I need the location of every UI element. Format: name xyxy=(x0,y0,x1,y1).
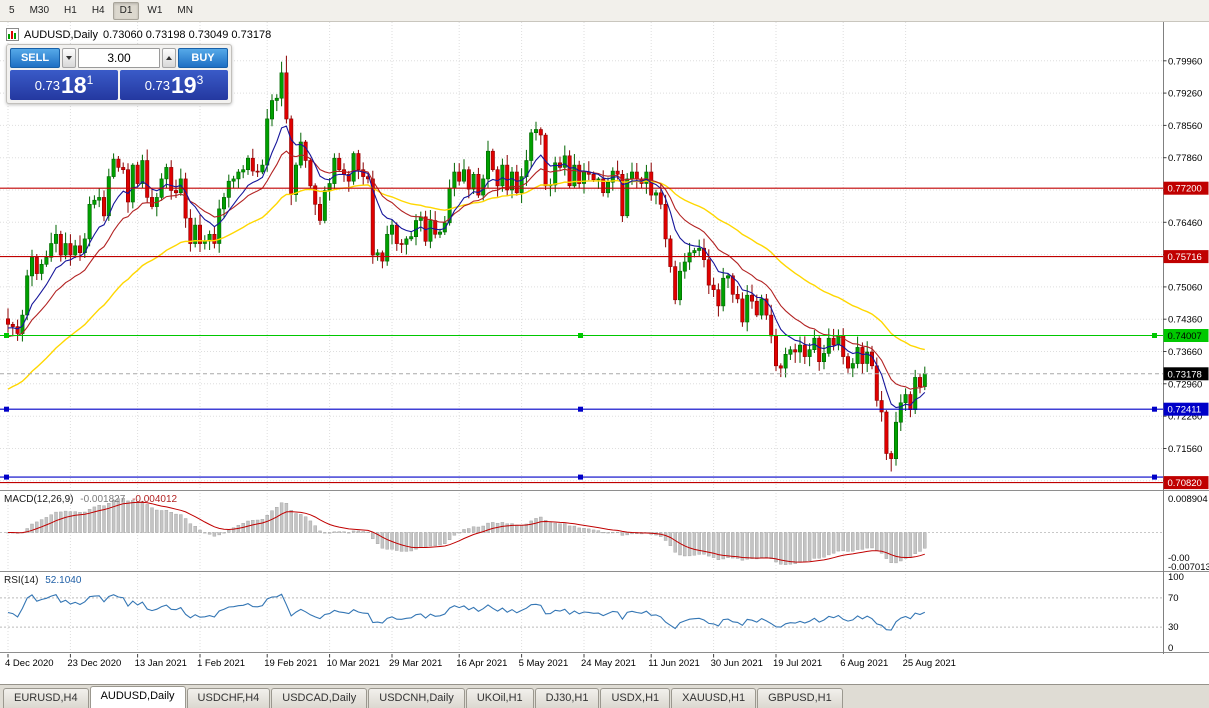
svg-text:0.79960: 0.79960 xyxy=(1168,56,1202,67)
svg-text:30 Jun 2021: 30 Jun 2021 xyxy=(711,658,763,669)
chart-tab-UKOil-H1[interactable]: UKOil,H1 xyxy=(465,688,534,708)
svg-text:24 May 2021: 24 May 2021 xyxy=(581,658,636,669)
sell-price-prefix: 0.73 xyxy=(34,77,61,93)
arrow-down-icon xyxy=(66,56,72,60)
moving-averages xyxy=(7,125,926,409)
chart-ohlc-values: 0.73060 0.73198 0.73049 0.73178 xyxy=(102,28,272,41)
current-price-box xyxy=(1163,367,1209,381)
svg-text:0.70820: 0.70820 xyxy=(1168,478,1202,489)
timeframe-button-H4[interactable]: H4 xyxy=(91,4,105,16)
price-chart-canvas[interactable]: 0.799600.792600.785600.778600.771600.764… xyxy=(0,22,1209,684)
svg-text:0.78560: 0.78560 xyxy=(1168,121,1202,132)
chart-tabs-bar: EURUSD,H4 AUDUSD,Daily USDCHF,H4 USDCAD,Dai… xyxy=(0,684,1209,708)
buy-price-display[interactable]: 0.73 19 3 xyxy=(120,70,228,100)
svg-text:0.72260: 0.72260 xyxy=(1168,412,1202,423)
svg-text:19 Jul 2021: 19 Jul 2021 xyxy=(773,658,822,669)
volume-increase-button[interactable] xyxy=(162,48,176,68)
timeframe-toolbar: 5 M30 H1 H4 D1 W1 MN xyxy=(0,0,1209,22)
chart-tab-USDCHF-H4[interactable]: USDCHF,H4 xyxy=(186,688,271,708)
timeframe-button-5[interactable]: 5 xyxy=(9,4,15,16)
chart-tab-USDX-H1[interactable]: USDX,H1 xyxy=(600,688,671,708)
volume-decrease-button[interactable] xyxy=(62,48,76,68)
timeframe-button-W1[interactable]: W1 xyxy=(147,4,163,16)
chart-tab-DJ30-H1[interactable]: DJ30,H1 xyxy=(534,688,600,708)
timeframe-button-H1[interactable]: H1 xyxy=(64,4,77,16)
sell-price-pips: 18 xyxy=(61,72,87,98)
chart-window: 0.799600.792600.785600.778600.771600.764… xyxy=(0,22,1209,684)
svg-text:5 May 2021: 5 May 2021 xyxy=(519,658,569,669)
svg-text:-0.00: -0.00 xyxy=(1168,553,1190,564)
timeframe-button-M30[interactable]: M30 xyxy=(29,4,50,16)
sell-price-point: 1 xyxy=(86,73,94,87)
svg-text:0.77860: 0.77860 xyxy=(1168,153,1202,164)
rsi-pane xyxy=(0,593,1163,631)
time-axis: 4 Dec 2020 23 Dec 2020 13 Jan 2021 1 Feb 20… xyxy=(5,654,956,669)
chart-tab-AUDUSD-Daily[interactable]: AUDUSD,Daily xyxy=(89,686,186,708)
macd-value: -0.001827 xyxy=(80,494,126,505)
svg-text:0.79260: 0.79260 xyxy=(1168,89,1202,100)
volume-input[interactable] xyxy=(78,48,160,68)
svg-text:29 Mar 2021: 29 Mar 2021 xyxy=(389,658,442,669)
svg-text:6 Aug 2021: 6 Aug 2021 xyxy=(840,658,888,669)
rsi-value: 52.1040 xyxy=(45,575,82,586)
svg-text:0.75060: 0.75060 xyxy=(1168,282,1202,293)
one-click-trading-panel: SELL BUY 0.73 18 1 0.73 19 3 xyxy=(6,44,232,104)
svg-text:0.72411: 0.72411 xyxy=(1168,405,1202,416)
svg-text:0.77200: 0.77200 xyxy=(1168,184,1202,195)
candlestick-chart-icon xyxy=(6,28,19,41)
buy-price-pips: 19 xyxy=(171,72,197,98)
svg-text:30: 30 xyxy=(1168,622,1179,633)
svg-text:0.74360: 0.74360 xyxy=(1168,315,1202,326)
macd-pane xyxy=(0,498,1163,565)
buy-price-point: 3 xyxy=(196,73,204,87)
chart-tab-USDCAD-Daily[interactable]: USDCAD,Daily xyxy=(271,688,368,708)
sell-button[interactable]: SELL xyxy=(10,48,60,68)
buy-price-prefix: 0.73 xyxy=(144,77,171,93)
svg-text:13 Jan 2021: 13 Jan 2021 xyxy=(135,658,187,669)
svg-text:0.008904: 0.008904 xyxy=(1168,494,1208,505)
horizontal-levels[interactable] xyxy=(0,187,1163,484)
rsi-indicator-label: RSI(14) 52.1040 xyxy=(4,575,81,586)
rsi-name: RSI(14) xyxy=(4,575,39,586)
macd-name: MACD(12,26,9) xyxy=(4,494,74,505)
svg-text:19 Feb 2021: 19 Feb 2021 xyxy=(264,658,317,669)
svg-text:-0.007013: -0.007013 xyxy=(1168,562,1209,573)
buy-button[interactable]: BUY xyxy=(178,48,228,68)
sell-price-display[interactable]: 0.73 18 1 xyxy=(10,70,118,100)
chart-symbol-title: AUDUSD,Daily xyxy=(24,28,98,41)
chart-tab-USDCNH-Daily[interactable]: USDCNH,Daily xyxy=(368,688,465,708)
svg-text:4 Dec 2020: 4 Dec 2020 xyxy=(5,658,54,669)
svg-text:0.75716: 0.75716 xyxy=(1168,252,1202,263)
macd-indicator-label: MACD(12,26,9) -0.001827 -0.004012 xyxy=(4,494,177,505)
svg-text:25 Aug 2021: 25 Aug 2021 xyxy=(903,658,956,669)
chart-tab-GBPUSD-H1[interactable]: GBPUSD,H1 xyxy=(757,688,843,708)
svg-text:0: 0 xyxy=(1168,643,1173,654)
timeframe-button-D1[interactable]: D1 xyxy=(112,1,140,20)
svg-text:0.72960: 0.72960 xyxy=(1168,379,1202,390)
svg-text:0.73660: 0.73660 xyxy=(1168,347,1202,358)
arrow-up-icon xyxy=(166,56,172,60)
chart-tab-XAUUSD-H1[interactable]: XAUUSD,H1 xyxy=(671,688,757,708)
svg-text:0.73178: 0.73178 xyxy=(1168,369,1202,380)
svg-text:100: 100 xyxy=(1168,572,1184,583)
timeframe-button-MN[interactable]: MN xyxy=(177,4,193,16)
macd-signal-value: -0.004012 xyxy=(132,494,178,505)
chart-tab-EURUSD-H4[interactable]: EURUSD,H4 xyxy=(3,688,89,708)
svg-text:10 Mar 2021: 10 Mar 2021 xyxy=(327,658,380,669)
svg-text:23 Dec 2020: 23 Dec 2020 xyxy=(67,658,121,669)
svg-text:0.74007: 0.74007 xyxy=(1168,331,1202,342)
svg-text:1 Feb 2021: 1 Feb 2021 xyxy=(197,658,245,669)
svg-text:0.76460: 0.76460 xyxy=(1168,218,1202,229)
svg-text:16 Apr 2021: 16 Apr 2021 xyxy=(456,658,507,669)
chart-ohlc-info: AUDUSD,Daily 0.73060 0.73198 0.73049 0.7… xyxy=(6,28,271,41)
svg-text:70: 70 xyxy=(1168,593,1179,604)
svg-text:11 Jun 2021: 11 Jun 2021 xyxy=(648,658,700,669)
svg-text:0.71560: 0.71560 xyxy=(1168,444,1202,455)
price-axis: 0.799600.792600.785600.778600.771600.764… xyxy=(1163,22,1209,654)
